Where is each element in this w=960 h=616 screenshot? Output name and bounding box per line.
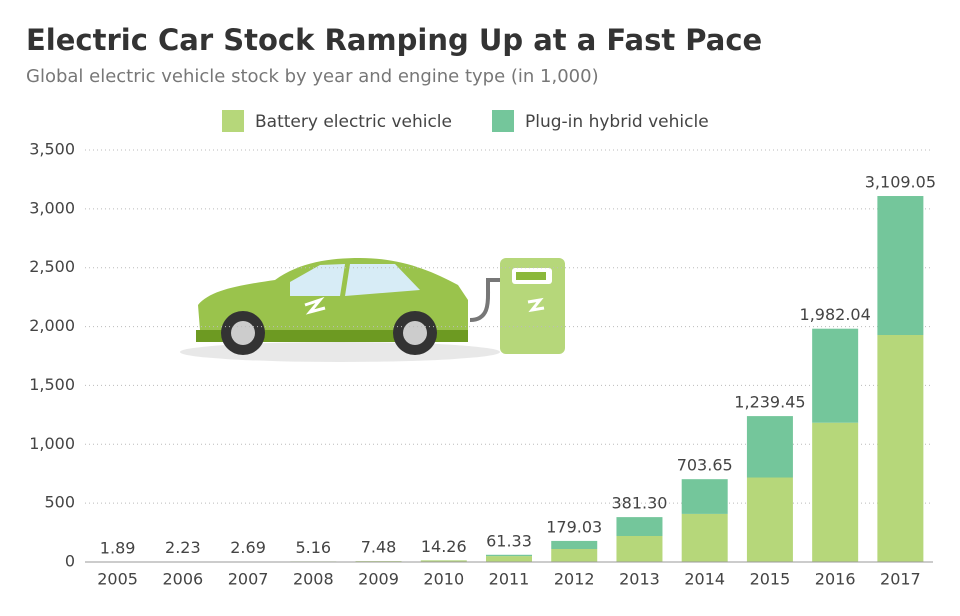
legend-label: Plug-in hybrid vehicle bbox=[525, 112, 709, 132]
total-label: 179.03 bbox=[546, 517, 602, 536]
y-tick-label: 2,000 bbox=[29, 316, 75, 335]
total-label: 2.69 bbox=[230, 538, 266, 557]
x-tick-label: 2005 bbox=[97, 570, 138, 589]
bar-segment bbox=[812, 328, 859, 423]
bar-segment bbox=[551, 549, 598, 562]
bar-segment bbox=[812, 422, 859, 562]
x-tick-label: 2008 bbox=[293, 570, 334, 589]
total-label: 1.89 bbox=[100, 538, 136, 557]
x-tick-label: 2014 bbox=[684, 570, 725, 589]
x-tick-label: 2006 bbox=[162, 570, 203, 589]
total-label: 703.65 bbox=[677, 456, 733, 475]
total-label: 1,982.04 bbox=[800, 305, 871, 324]
car-illustration bbox=[180, 258, 565, 362]
total-label: 1,239.45 bbox=[734, 393, 805, 412]
x-tick-label: 2017 bbox=[880, 570, 921, 589]
bar-segment bbox=[877, 335, 924, 562]
total-label: 2.23 bbox=[165, 538, 201, 557]
x-tick-label: 2009 bbox=[358, 570, 399, 589]
bar-segment bbox=[616, 536, 663, 562]
chart-subtitle: Global electric vehicle stock by year an… bbox=[26, 66, 599, 87]
y-tick-label: 3,500 bbox=[29, 140, 75, 159]
y-tick-label: 3,000 bbox=[29, 198, 75, 217]
total-label: 7.48 bbox=[361, 538, 397, 557]
total-label: 5.16 bbox=[295, 538, 331, 557]
y-tick-label: 2,500 bbox=[29, 257, 75, 276]
bar-segment bbox=[551, 540, 598, 550]
x-tick-label: 2013 bbox=[619, 570, 660, 589]
x-tick-label: 2016 bbox=[815, 570, 856, 589]
x-tick-label: 2012 bbox=[554, 570, 595, 589]
total-label: 381.30 bbox=[611, 494, 667, 513]
total-label: 61.33 bbox=[486, 531, 532, 550]
legend-swatch bbox=[222, 110, 244, 132]
bar-segment bbox=[746, 477, 793, 562]
legend-swatch bbox=[492, 110, 514, 132]
legend-label: Battery electric vehicle bbox=[255, 112, 452, 132]
bar-segment bbox=[877, 196, 924, 336]
bar-segment bbox=[681, 513, 728, 562]
bar-segment bbox=[420, 560, 467, 562]
x-tick-label: 2011 bbox=[489, 570, 530, 589]
y-tick-label: 500 bbox=[44, 493, 75, 512]
total-label: 14.26 bbox=[421, 537, 467, 556]
bar-segment bbox=[486, 556, 532, 562]
y-tick-label: 1,000 bbox=[29, 434, 75, 453]
x-tick-label: 2010 bbox=[423, 570, 464, 589]
bar-segment bbox=[746, 416, 793, 478]
chart-title: Electric Car Stock Ramping Up at a Fast … bbox=[26, 23, 762, 57]
bar-segment bbox=[486, 554, 532, 557]
bar-segment bbox=[681, 479, 728, 514]
x-tick-label: 2007 bbox=[228, 570, 269, 589]
x-tick-label: 2015 bbox=[750, 570, 791, 589]
total-label: 3,109.05 bbox=[865, 173, 936, 192]
y-tick-label: 1,500 bbox=[29, 375, 75, 394]
bar-segment bbox=[616, 517, 663, 537]
y-tick-label: 0 bbox=[65, 552, 75, 571]
